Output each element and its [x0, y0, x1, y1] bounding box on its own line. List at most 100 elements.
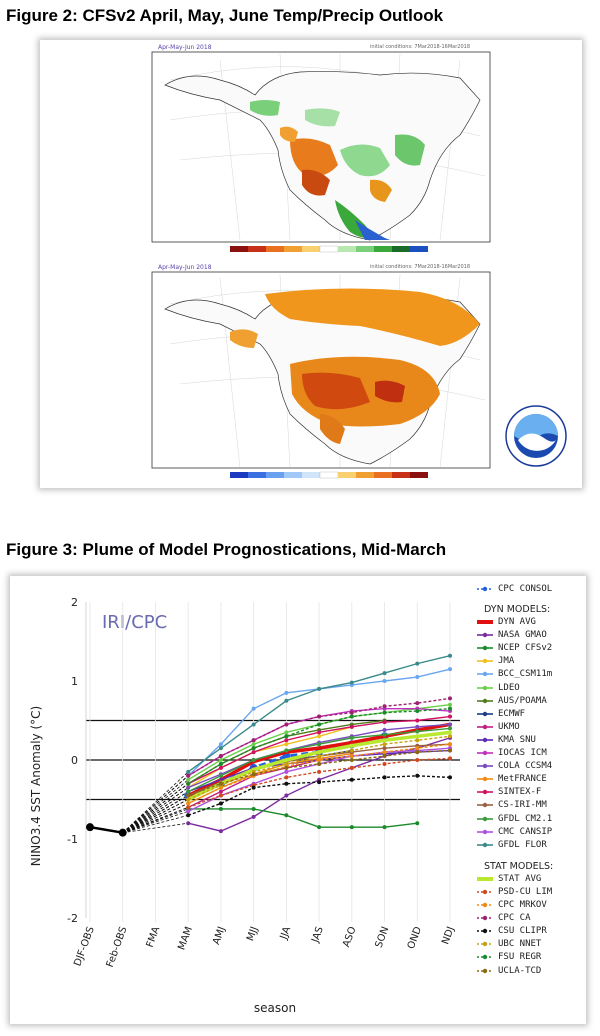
observed-line: [89, 825, 123, 834]
legend-entry: NASA GMAO: [476, 630, 547, 640]
series-point: [218, 765, 223, 770]
series-point: [382, 746, 387, 751]
cfsv2-outlook-panel: Apr-May-Jun 2018 initial conditions: 7Ma…: [40, 40, 582, 488]
fan-connector: [122, 799, 189, 834]
series-point: [349, 724, 354, 729]
series-point: [251, 814, 256, 819]
legend-swatch: [477, 737, 493, 743]
legend-entry: DYN AVG: [476, 617, 536, 627]
series-point: [317, 746, 322, 751]
x-tick-label: SON: [374, 925, 392, 949]
series-point: [349, 754, 354, 759]
legend-swatch: [477, 876, 493, 881]
x-tick-label: Feb-OBS: [105, 925, 130, 969]
series-point: [415, 821, 420, 826]
series-point: [317, 714, 322, 719]
series-point: [349, 740, 354, 745]
series-point: [317, 722, 322, 727]
legend-label: CPC CONSOL: [498, 584, 553, 594]
legend-swatch: [477, 659, 493, 664]
series-point: [382, 671, 387, 676]
legend-label: KMA SNU: [498, 734, 536, 745]
plume-chart-panel: IRI/CPC -2 -1 0 1 2 DJF-OBS Feb-OBS FMA MAM AMJ MJ…: [10, 576, 586, 1024]
legend-label: DYN AVG: [498, 617, 536, 627]
series-point: [415, 758, 420, 762]
series-point: [251, 746, 256, 751]
series-point: [284, 734, 289, 739]
series-point: [284, 781, 289, 786]
series-point: [251, 750, 256, 755]
series-point: [186, 801, 191, 806]
legend-label: NASA GMAO: [498, 630, 547, 641]
legend-label: LDEO: [498, 682, 520, 693]
series-point: [317, 758, 322, 762]
series-point: [251, 758, 256, 762]
series-point: [186, 785, 191, 790]
temperature-map-svg: [151, 51, 491, 253]
series-point: [448, 742, 452, 747]
y-tick-label: 0: [71, 754, 78, 767]
series-point: [284, 765, 289, 770]
legend-swatch: [477, 803, 493, 808]
y-axis-label: NINO3.4 SST Anomaly (°C): [29, 706, 43, 866]
series-point: [317, 780, 322, 785]
legend-swatch: [477, 842, 493, 847]
x-tick-label: ASO: [341, 925, 359, 949]
series-point: [284, 730, 289, 735]
legend-swatch: [477, 915, 493, 921]
series-point: [415, 701, 420, 706]
series-point: [415, 724, 420, 729]
observed-point: [118, 828, 127, 837]
fan-connector: [122, 814, 189, 834]
legend-swatch: [477, 672, 493, 677]
series-point: [186, 769, 191, 774]
legend-label: JMA: [498, 656, 515, 667]
series-point: [382, 742, 387, 747]
series-point: [218, 773, 223, 778]
chart-series: [86, 653, 452, 837]
legend-entry: GFDL FLOR: [476, 840, 547, 850]
series-point: [317, 825, 322, 830]
series-point: [349, 777, 354, 782]
series-point: [382, 727, 387, 732]
series-point: [218, 801, 223, 806]
legend-swatch: [477, 889, 493, 895]
series-point: [218, 829, 223, 834]
legend-label: UBC NNET: [498, 939, 542, 950]
legend-swatch: [477, 790, 493, 795]
series-point: [186, 813, 191, 818]
series-point: [218, 806, 223, 811]
series-point: [218, 781, 223, 786]
legend-entry: UCLA-TCD: [476, 966, 541, 976]
series-point: [382, 679, 387, 683]
series-point: [186, 773, 191, 778]
series-point: [382, 732, 387, 737]
x-axis-label: season: [254, 1001, 296, 1015]
series-point: [382, 704, 387, 709]
legend-label: CSU CLIPR: [498, 926, 547, 937]
legend-label: STAT AVG: [498, 873, 542, 884]
legend-swatch: [477, 645, 493, 651]
legend-swatch: [477, 685, 493, 690]
precipitation-map-svg: [151, 271, 567, 479]
legend-entry: STAT AVG: [476, 874, 541, 884]
legend-entry: CPC CA: [476, 913, 531, 923]
x-tick-label: AMJ: [211, 925, 228, 946]
fan-connector: [122, 810, 189, 834]
fan-connector: [122, 822, 189, 834]
precipitation-map-header: Apr-May-Jun 2018: [158, 264, 212, 271]
series-point: [317, 769, 322, 774]
legend-entry: IOCAS ICM: [476, 748, 547, 758]
legend-entry: FSU REGR: [476, 952, 541, 962]
legend-label: UCLA-TCD: [498, 965, 542, 976]
series-point: [349, 743, 354, 748]
plume-chart: IRI/CPC -2 -1 0 1 2 DJF-OBS Feb-OBS FMA MAM AMJ MJ…: [29, 596, 460, 1015]
legend-label: CPC MRKOV: [498, 900, 547, 910]
series-point: [415, 750, 420, 755]
series-point: [186, 781, 191, 786]
series-point: [382, 825, 387, 830]
fan-connector: [122, 779, 189, 833]
fan-connector: [122, 803, 189, 834]
legend-entry: ECMWF: [476, 709, 525, 719]
y-tick-label: -2: [67, 912, 78, 925]
